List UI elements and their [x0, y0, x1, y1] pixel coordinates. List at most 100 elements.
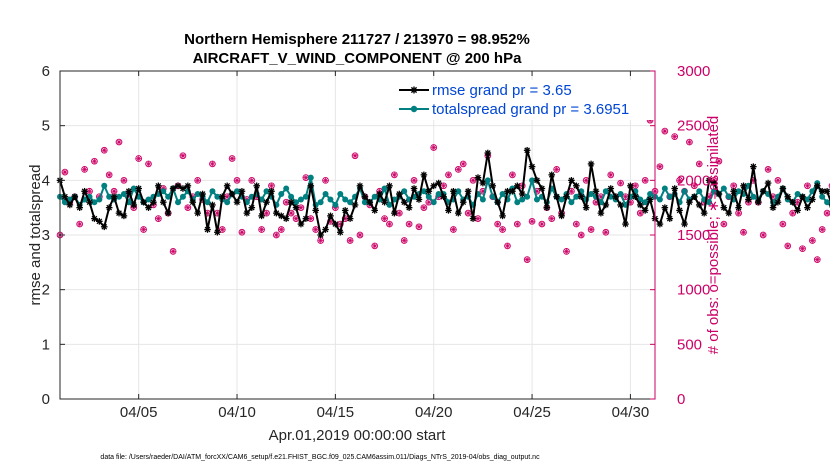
obs-point	[346, 237, 354, 244]
legend-spread-marker	[410, 105, 418, 113]
rmse-point	[425, 187, 433, 195]
rmse-point	[277, 212, 285, 220]
y-left-tick-label: 0	[42, 391, 50, 408]
totalspread-point	[425, 193, 432, 200]
rmse-point	[543, 204, 551, 211]
rmse-point	[258, 212, 265, 220]
rmse-point	[81, 187, 88, 195]
rmse-point	[464, 187, 472, 195]
obs-point	[828, 183, 830, 189]
legend-rmse-marker	[410, 86, 418, 94]
obs-point	[282, 198, 290, 206]
rmse-point	[248, 204, 256, 211]
totalspread-point	[656, 196, 663, 203]
obs-point	[804, 182, 811, 190]
totalspread-point	[824, 199, 830, 206]
rmse-point	[228, 190, 236, 198]
rmse-point	[209, 201, 216, 209]
chart-title-line2: AIRCRAFT_V_WIND_COMPONENT @ 200 hPa	[193, 50, 523, 67]
obs-point	[391, 171, 398, 179]
rmse-point	[169, 185, 177, 192]
obs-point	[636, 209, 644, 217]
rmse-point	[764, 179, 772, 187]
rmse-point	[371, 207, 379, 214]
rmse-point	[120, 212, 128, 220]
rmse-point	[150, 198, 157, 206]
rmse-point	[823, 187, 830, 195]
rmse-point	[720, 204, 728, 211]
x-tick-label: 04/20	[415, 404, 453, 421]
rmse-point	[66, 201, 74, 209]
obs-point	[386, 220, 393, 228]
rmse-point	[430, 182, 438, 190]
totalspread-point	[224, 199, 231, 206]
obs-point	[317, 237, 324, 244]
obs-point	[120, 176, 128, 184]
obs-point	[759, 231, 767, 239]
rmse-point	[253, 182, 260, 190]
obs-point	[312, 226, 320, 233]
obs-point	[287, 209, 295, 217]
rmse-point	[759, 187, 767, 195]
y-left-tick-label: 2	[42, 282, 50, 299]
totalspread-point	[725, 193, 732, 200]
y-left-tick-label: 3	[42, 227, 50, 244]
obs-point	[76, 220, 84, 228]
rmse-point	[799, 193, 806, 201]
totalspread-point	[642, 199, 649, 206]
rmse-point	[450, 187, 457, 195]
rmse-point	[597, 209, 605, 217]
rmse-point	[307, 182, 315, 190]
rmse-point	[336, 228, 344, 236]
rmse-point	[573, 182, 580, 190]
obs-point	[381, 215, 388, 222]
rmse-point	[563, 193, 570, 201]
obs-point	[720, 220, 728, 228]
rmse-point	[440, 193, 447, 201]
rmse-point	[804, 204, 811, 211]
obs-point	[730, 182, 738, 190]
totalspread-point	[386, 201, 393, 208]
rmse-point	[587, 160, 595, 168]
obs-point	[450, 226, 457, 233]
x-tick-label: 04/25	[513, 404, 551, 421]
chart-title-line1: Northern Hemisphere 211727 / 213970 = 98…	[184, 31, 530, 48]
rmse-point	[809, 196, 816, 203]
rmse-point	[297, 220, 305, 228]
rmse-point	[469, 215, 477, 222]
totalspread-point	[499, 191, 506, 197]
totalspread-point	[234, 188, 241, 195]
totalspread-point	[342, 196, 349, 203]
y-left-tick-label: 1	[42, 336, 50, 353]
y-right-tick-label: 3000	[677, 63, 710, 80]
totalspread-point	[819, 193, 826, 200]
obs-point	[322, 176, 329, 184]
rmse-point	[238, 187, 246, 195]
totalspread-point	[455, 188, 462, 195]
obs-point	[115, 138, 123, 146]
totalspread-point	[283, 185, 290, 192]
rmse-point	[641, 207, 649, 214]
rmse-point	[445, 207, 452, 214]
rmse-point	[391, 209, 398, 217]
rmse-point	[612, 193, 619, 201]
totalspread-point	[214, 193, 221, 200]
rmse-point	[86, 198, 93, 206]
totalspread-point	[302, 193, 309, 200]
obs-point	[774, 176, 782, 184]
obs-point	[445, 171, 452, 179]
totalspread-point	[347, 199, 354, 206]
obs-point	[145, 160, 152, 168]
rmse-point	[91, 215, 98, 222]
rmse-point	[164, 209, 172, 217]
totalspread-point	[204, 199, 211, 206]
totalspread-point	[666, 193, 673, 200]
totalspread-point	[332, 201, 339, 208]
totalspread-point	[661, 185, 668, 192]
obs-point	[228, 155, 236, 162]
rmse-point	[135, 185, 142, 192]
series-rmse	[56, 146, 830, 239]
obs-point	[499, 226, 506, 233]
rmse-point	[400, 198, 408, 206]
obs-point	[548, 215, 556, 222]
